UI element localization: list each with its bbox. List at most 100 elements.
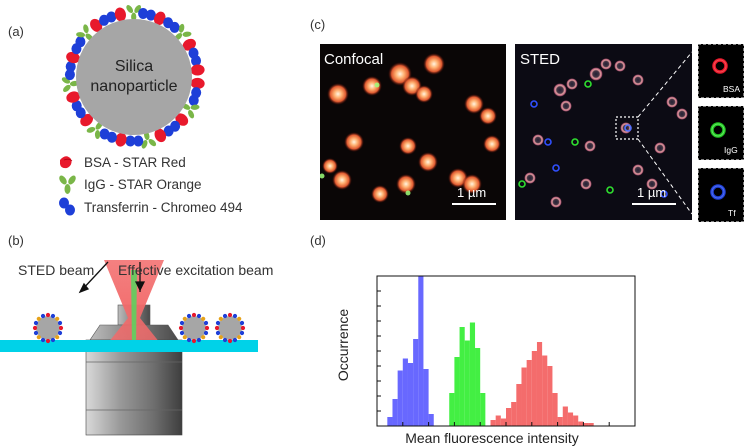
histogram-bar-series-2	[562, 406, 568, 426]
histogram-bar-series-0	[423, 369, 429, 426]
histogram-bar-series-2	[521, 367, 527, 426]
transferrin-protein	[163, 120, 181, 137]
confocal-spot	[479, 107, 497, 125]
panel-b-graphic	[0, 260, 258, 436]
legend-igg: IgG - STAR Orange	[84, 177, 202, 192]
histogram-bar-series-1	[459, 327, 465, 426]
confocal-spot	[371, 185, 389, 203]
histogram-bar-series-2	[573, 415, 579, 426]
y-axis-label: Occurrence	[335, 309, 351, 382]
histogram-bar-series-2	[567, 412, 574, 426]
confocal-spot	[423, 53, 445, 75]
confocal-green-spot	[374, 82, 380, 88]
histogram-bar-series-2	[526, 360, 532, 426]
histogram-bar-series-0	[397, 370, 403, 426]
bsa-protein	[190, 64, 205, 76]
panel-a-label: (a)	[8, 24, 24, 39]
confocal-scalebar-label: 1 µm	[457, 185, 486, 200]
zoom-box	[615, 116, 639, 140]
legend-transferrin: Transferrin - Chromeo 494	[84, 200, 243, 215]
sted-spot	[566, 78, 578, 90]
bsa-protein	[190, 77, 205, 89]
sted-spot	[553, 83, 567, 97]
coated-particle	[32, 312, 64, 344]
histogram-bar-series-2	[583, 423, 589, 426]
histogram-bar-series-2	[511, 402, 517, 426]
sted-channel-spot	[544, 138, 552, 146]
histogram-chart: Occurrence Mean fluorescence intensity	[335, 275, 636, 446]
particles-on-coverslip	[32, 312, 246, 344]
legend-bsa: BSA - STAR Red	[84, 155, 186, 170]
plot-frame	[376, 275, 636, 427]
annotation-arrows	[78, 261, 146, 294]
sted-spot	[632, 164, 644, 176]
sted-title: STED	[520, 51, 560, 68]
silica-nanoparticle	[76, 19, 192, 135]
sted-channel-spot	[624, 124, 632, 132]
objective-lens	[85, 304, 183, 436]
histogram-bar-series-0	[428, 414, 434, 426]
histogram-bar-series-0	[402, 358, 408, 426]
sted-channel-spot	[530, 100, 538, 108]
histogram-bar-series-2	[542, 355, 548, 426]
confocal-spot	[464, 94, 484, 114]
bsa-protein	[66, 91, 81, 103]
igg-antibody	[76, 24, 94, 41]
x-axis-label: Mean fluorescence intensity	[405, 430, 579, 446]
inset-tf	[697, 167, 745, 223]
panel-c-label: (c)	[310, 17, 326, 32]
transferrin-protein	[138, 8, 156, 21]
bsa-protein	[114, 7, 126, 22]
confocal-green-spot	[320, 173, 325, 179]
histogram-bar-series-1	[454, 357, 460, 426]
sted-channel-spot	[571, 138, 579, 146]
panel-d-label: (d)	[310, 233, 326, 248]
coverslip	[0, 340, 258, 352]
particle-label-line1: Silica	[115, 58, 153, 75]
transferrin-protein	[163, 17, 180, 33]
sted-spot	[666, 96, 678, 108]
histogram-bar-series-0	[387, 417, 393, 426]
sted-spot	[676, 108, 688, 120]
histogram-bar-series-2	[506, 408, 512, 426]
histogram-bar-series-0	[392, 399, 398, 426]
effective-excitation-beam	[131, 270, 137, 348]
confocal-spot	[362, 76, 382, 96]
histogram-bar-series-0	[407, 363, 414, 426]
confocal-green-spot	[405, 190, 411, 196]
confocal-spot	[483, 135, 501, 153]
protein-corona	[61, 4, 205, 149]
histogram-bar-series-2	[578, 421, 584, 426]
histogram-bar-series-0	[413, 339, 419, 426]
transferrin-protein	[99, 128, 117, 143]
transferrin-protein	[71, 36, 86, 55]
coated-particle	[178, 312, 210, 344]
bsa-protein-icon	[60, 156, 73, 169]
histogram-bar-series-2	[495, 415, 501, 426]
transferrin-protein	[125, 135, 144, 147]
sted-channel-spot	[518, 180, 526, 188]
sted-spot	[580, 178, 592, 190]
bsa-protein	[182, 38, 196, 51]
confocal-spot	[462, 174, 482, 194]
histogram-bar-series-1	[464, 340, 470, 426]
confocal-spot	[418, 152, 438, 172]
zoom-guide-top	[637, 51, 693, 118]
inset-igg	[697, 105, 745, 161]
histogram-bar-series-2	[500, 418, 506, 426]
sted-spot	[532, 134, 544, 146]
histogram-bar-series-2	[490, 420, 496, 426]
inset-label-bsa: BSA	[723, 84, 740, 94]
transferrin-protein	[99, 11, 117, 26]
sted-spot	[589, 67, 603, 81]
confocal-spot	[322, 158, 338, 174]
histogram-bar-series-2	[547, 366, 553, 426]
inset-label-tf: Tf	[728, 208, 736, 218]
sted-spot	[584, 140, 596, 152]
sted-spot	[560, 100, 572, 112]
sted-spot	[524, 172, 536, 184]
confocal-spot	[396, 174, 416, 194]
transferrin-protein	[188, 87, 202, 106]
igg-antibody-icon	[59, 175, 76, 194]
